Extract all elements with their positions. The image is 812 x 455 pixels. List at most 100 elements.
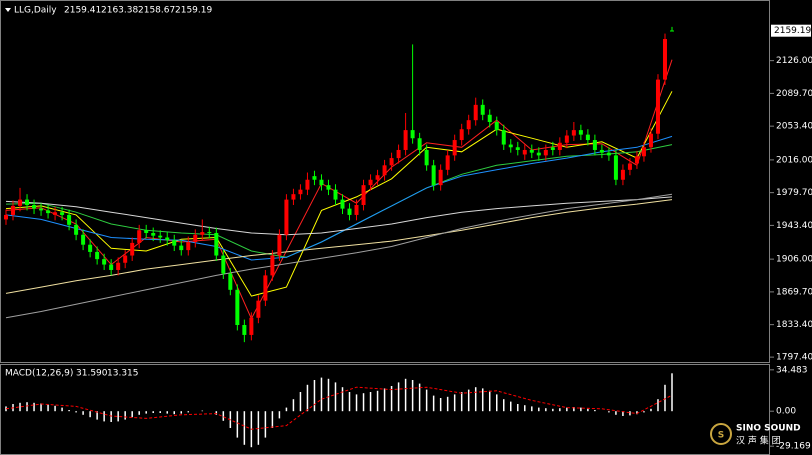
- candle-body: [670, 30, 674, 32]
- y-tick-label: 1869.70: [776, 287, 812, 297]
- moving-average: [5, 196, 673, 236]
- candle-body: [410, 130, 415, 139]
- macd-signal: [5, 386, 673, 430]
- candle-body: [592, 140, 597, 150]
- candle-body: [529, 149, 534, 153]
- y-tick-label: 1797.40: [776, 353, 812, 363]
- candle-body: [18, 199, 23, 206]
- candle-body: [361, 185, 366, 206]
- candle-body: [256, 300, 261, 318]
- candle-body: [46, 210, 51, 214]
- candle-body: [508, 144, 513, 148]
- candle-body: [165, 237, 170, 241]
- candle-body: [396, 149, 401, 159]
- y-tick-label: 34.483: [776, 365, 808, 375]
- y-tick-label: 2016.00: [776, 155, 812, 165]
- candle-body: [137, 230, 142, 243]
- candle-body: [242, 325, 247, 335]
- candle-body: [228, 273, 233, 290]
- candle-body: [522, 149, 527, 155]
- watermark: S SINO SOUND 汉 声 集 团: [710, 423, 801, 447]
- candle-body: [81, 234, 86, 245]
- candle-body: [221, 255, 226, 274]
- candle-body: [32, 205, 37, 209]
- ohlc-close: 2159.19: [175, 6, 212, 16]
- y-tick-label: 1979.70: [776, 188, 812, 198]
- candle-body: [151, 232, 156, 236]
- candle-body: [326, 185, 331, 190]
- candle-body: [4, 214, 8, 220]
- candle-body: [74, 224, 79, 235]
- candle-body: [445, 155, 450, 170]
- candle-body: [200, 232, 205, 235]
- y-tick-label: 2126.00: [776, 56, 812, 66]
- candle-body: [130, 242, 135, 256]
- moving-average: [5, 199, 673, 294]
- candle-body: [494, 122, 499, 131]
- candle-body: [123, 255, 128, 263]
- candle-body: [284, 199, 289, 235]
- candle-body: [270, 255, 275, 276]
- candle-body: [116, 262, 121, 270]
- watermark-name: SINO SOUND: [736, 424, 801, 434]
- candle-body: [557, 142, 562, 150]
- candle-body: [193, 234, 198, 242]
- candle-body: [501, 130, 506, 145]
- candle-body: [102, 259, 107, 265]
- logo: [710, 423, 732, 445]
- candle-body: [179, 245, 184, 251]
- candle-body: [543, 149, 548, 156]
- candle-body: [172, 240, 177, 246]
- candle-body: [571, 130, 576, 136]
- candle-body: [627, 163, 632, 170]
- candle-body: [655, 79, 660, 134]
- candle-body: [431, 165, 436, 186]
- price-marker-label: 2159.19: [774, 26, 811, 36]
- candle-body: [11, 205, 16, 215]
- candle-body: [60, 212, 65, 215]
- candle-body: [613, 155, 618, 180]
- candle-body: [319, 179, 324, 186]
- candle-body: [389, 158, 394, 166]
- candle-body: [354, 205, 359, 215]
- candle-body: [473, 104, 478, 121]
- candle-body: [403, 130, 408, 150]
- main-panel-frame: [0, 0, 770, 363]
- candle-body: [424, 149, 429, 166]
- y-tick-label: 1943.40: [776, 221, 812, 231]
- candle-body: [599, 149, 604, 153]
- candle-body: [158, 235, 163, 238]
- candle-body: [207, 232, 212, 234]
- macd-readout: 13.315: [107, 369, 139, 379]
- candle-body: [39, 208, 44, 211]
- candle-body: [95, 251, 100, 260]
- candle-body: [634, 156, 639, 164]
- y-tick-label: 2053.40: [776, 122, 812, 132]
- candle-body: [67, 214, 72, 225]
- ohlc-low: 2158.67: [138, 6, 175, 16]
- candle-body: [186, 242, 191, 251]
- menu-arrow[interactable]: [5, 8, 11, 12]
- watermark-sub: 汉 声 集 团: [736, 435, 781, 447]
- candle-body: [382, 165, 387, 176]
- candle-body: [536, 152, 541, 156]
- candle-body: [368, 179, 373, 186]
- candle-body: [291, 194, 296, 200]
- ohlc-open: 2159.41: [64, 6, 101, 16]
- candle-body: [249, 317, 254, 335]
- candle-body: [550, 147, 555, 150]
- candle-body: [298, 189, 303, 195]
- y-tick-label: 0.00: [776, 407, 796, 417]
- candle-body: [333, 189, 338, 200]
- candle-body: [466, 120, 471, 130]
- candle-body: [480, 104, 485, 115]
- logo-mark: S: [718, 431, 724, 441]
- candle-body: [375, 175, 380, 180]
- candle-body: [417, 138, 422, 150]
- candle-body: [25, 199, 30, 206]
- candle-body: [585, 134, 590, 141]
- candle-body: [263, 275, 268, 301]
- y-tick-label: 1906.00: [776, 255, 812, 265]
